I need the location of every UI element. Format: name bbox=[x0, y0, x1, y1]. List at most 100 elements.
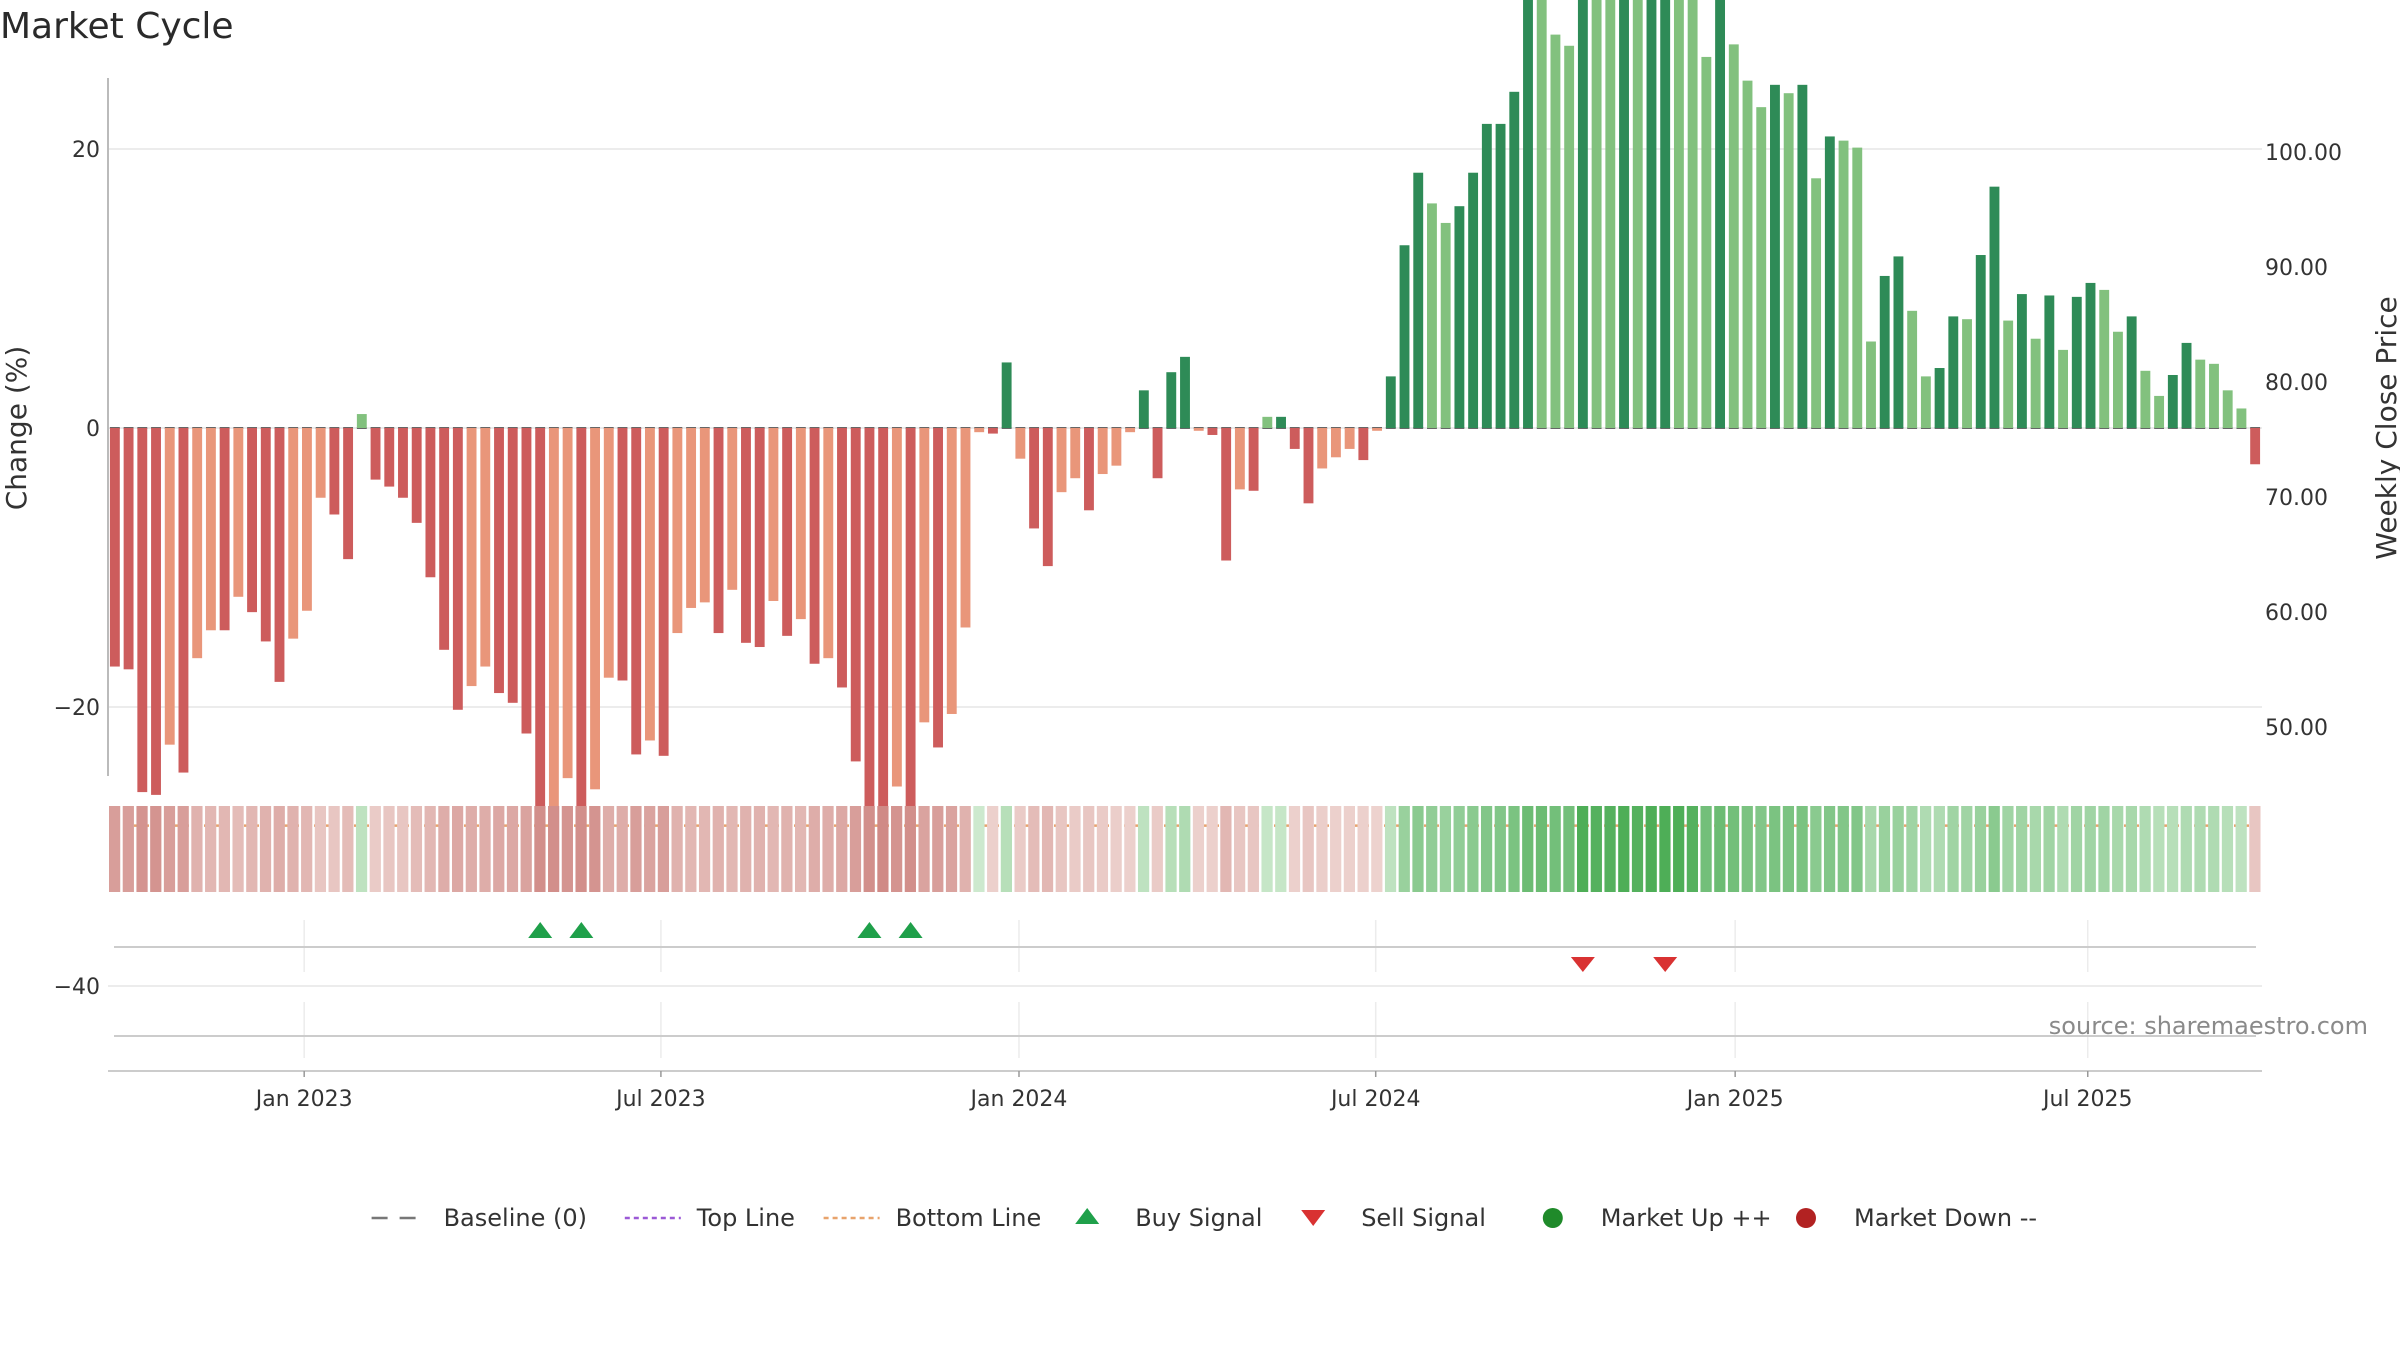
heat-cell bbox=[2043, 806, 2055, 892]
bar bbox=[2058, 349, 2069, 428]
bar bbox=[1783, 93, 1794, 428]
bar bbox=[2236, 408, 2247, 428]
bar bbox=[1523, 0, 1533, 429]
bar bbox=[754, 428, 765, 648]
heat-cell bbox=[1480, 806, 1493, 892]
heat-cell bbox=[1659, 806, 1671, 892]
heat-cell bbox=[2070, 806, 2083, 892]
legend-label: Market Up ++ bbox=[1601, 1204, 1772, 1232]
bar bbox=[2099, 289, 2110, 428]
heat-cell bbox=[1151, 806, 1163, 892]
bar bbox=[1042, 428, 1053, 567]
bar bbox=[247, 428, 257, 613]
heat-cell bbox=[1398, 806, 1410, 892]
bar bbox=[1550, 34, 1561, 429]
bar bbox=[1742, 80, 1753, 429]
bar bbox=[1454, 206, 1465, 428]
heat-cell bbox=[548, 806, 560, 892]
y-left-tick-label: −40 bbox=[54, 975, 100, 1000]
bar bbox=[946, 428, 957, 714]
heat-cell bbox=[1261, 806, 1273, 892]
bar bbox=[1481, 123, 1492, 428]
bar bbox=[576, 428, 587, 826]
heat-cell bbox=[1755, 806, 1767, 892]
heat-cell bbox=[1343, 806, 1355, 892]
heat-cell bbox=[836, 806, 848, 892]
y-right-tick-label: 70.00 bbox=[2265, 486, 2328, 511]
heat-cell bbox=[177, 806, 189, 892]
x-tick-label: Jul 2025 bbox=[2041, 1087, 2133, 1112]
heat-cell bbox=[561, 806, 573, 892]
bar bbox=[1893, 256, 1904, 428]
bar bbox=[1838, 140, 1849, 428]
heat-cell bbox=[2125, 806, 2138, 892]
heat-cell bbox=[1041, 806, 1054, 892]
bar bbox=[974, 428, 985, 433]
bar bbox=[1372, 428, 1383, 431]
heat-cell bbox=[328, 806, 340, 892]
x-axis: Jan 2023 Jul 2023 Jan 2024 Jul 2024 Jan 2025… bbox=[108, 1070, 2262, 1112]
legend-item: Buy Signal bbox=[1075, 1204, 1262, 1232]
legend-item: Market Down -- bbox=[1796, 1204, 2037, 1232]
bar bbox=[1715, 0, 1726, 428]
bar bbox=[2195, 359, 2206, 428]
x-tick-label: Jan 2024 bbox=[969, 1087, 1068, 1112]
bar bbox=[1673, 0, 1684, 429]
heat-cell bbox=[644, 806, 656, 892]
heat-cell bbox=[1357, 806, 1369, 892]
bar bbox=[151, 428, 161, 795]
heat-cell bbox=[1741, 806, 1753, 892]
heat-cell bbox=[410, 806, 423, 892]
buy-signal-marker bbox=[857, 922, 882, 938]
heat-cell bbox=[1371, 806, 1383, 892]
bar bbox=[713, 428, 724, 634]
heat-cell bbox=[122, 806, 134, 892]
heat-cell bbox=[1316, 806, 1328, 892]
heat-cell bbox=[1069, 806, 1081, 892]
bar bbox=[343, 428, 354, 560]
buy-signal-marker bbox=[898, 922, 923, 938]
bar bbox=[2030, 338, 2041, 428]
heat-cell bbox=[465, 806, 477, 892]
sell-signal-marker bbox=[1653, 957, 1678, 972]
heat-cell bbox=[273, 806, 285, 892]
bar bbox=[1276, 416, 1286, 428]
bar bbox=[192, 428, 203, 659]
heat-cell bbox=[1837, 806, 1849, 892]
bar bbox=[1687, 0, 1698, 428]
heat-cell bbox=[1206, 806, 1218, 892]
heat-cell bbox=[863, 806, 875, 892]
bar bbox=[782, 428, 793, 636]
heat-cell bbox=[849, 806, 862, 892]
legend-label: Buy Signal bbox=[1135, 1204, 1262, 1232]
bar bbox=[2250, 428, 2261, 465]
bar bbox=[274, 428, 285, 682]
heat-cell bbox=[1110, 806, 1122, 892]
buy-signal-marker bbox=[528, 922, 553, 938]
y-right-tick-label: 80.00 bbox=[2265, 371, 2328, 396]
bar bbox=[1303, 428, 1314, 504]
heat-cell bbox=[1947, 806, 1959, 892]
heat-cell bbox=[671, 806, 683, 892]
y-right-tick-label: 100.00 bbox=[2265, 141, 2342, 166]
heat-cell bbox=[1577, 806, 1589, 892]
heat-cell bbox=[781, 806, 793, 892]
bar bbox=[1797, 84, 1808, 428]
heat-cell bbox=[438, 806, 450, 892]
bar bbox=[617, 428, 628, 681]
heat-cell bbox=[2139, 806, 2151, 892]
bar bbox=[219, 428, 230, 631]
bar bbox=[768, 428, 779, 601]
heat-cell bbox=[1933, 806, 1945, 892]
bar bbox=[2222, 390, 2233, 428]
y-right-tick-label: 90.00 bbox=[2265, 256, 2328, 281]
bar bbox=[1413, 172, 1424, 428]
heat-strip bbox=[109, 806, 2261, 892]
bar bbox=[2167, 374, 2178, 428]
heat-cell bbox=[287, 806, 299, 892]
bar bbox=[1591, 0, 1602, 429]
heat-cell bbox=[1384, 806, 1397, 892]
heat-cell bbox=[959, 806, 971, 892]
heat-cell bbox=[1453, 806, 1465, 892]
heat-cell bbox=[932, 806, 944, 892]
